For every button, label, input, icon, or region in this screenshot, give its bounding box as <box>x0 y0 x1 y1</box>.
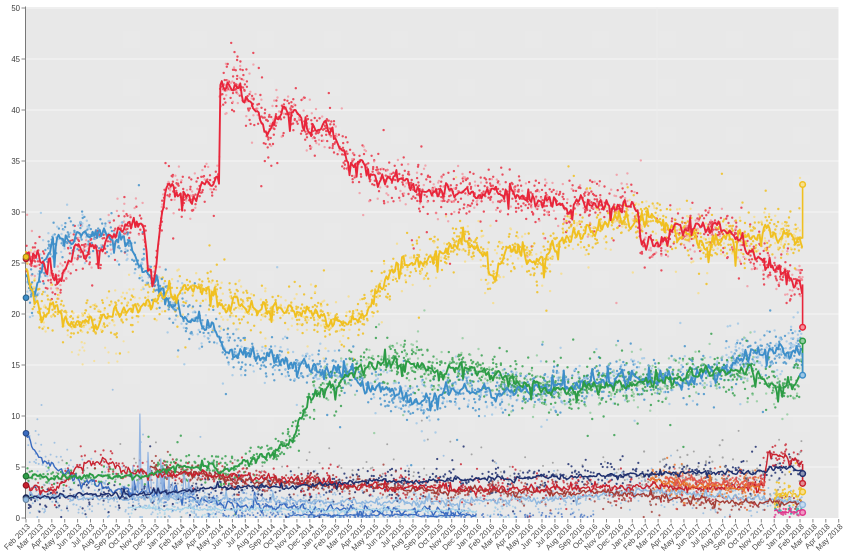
svg-text:35: 35 <box>11 157 20 166</box>
svg-text:50: 50 <box>11 4 20 13</box>
svg-text:30: 30 <box>11 208 20 217</box>
svg-text:25: 25 <box>11 259 20 268</box>
svg-text:40: 40 <box>11 106 20 115</box>
svg-text:5: 5 <box>16 463 21 472</box>
svg-text:20: 20 <box>11 310 20 319</box>
svg-text:10: 10 <box>11 412 20 421</box>
svg-text:15: 15 <box>11 361 20 370</box>
svg-text:0: 0 <box>16 514 21 523</box>
svg-text:45: 45 <box>11 55 20 64</box>
